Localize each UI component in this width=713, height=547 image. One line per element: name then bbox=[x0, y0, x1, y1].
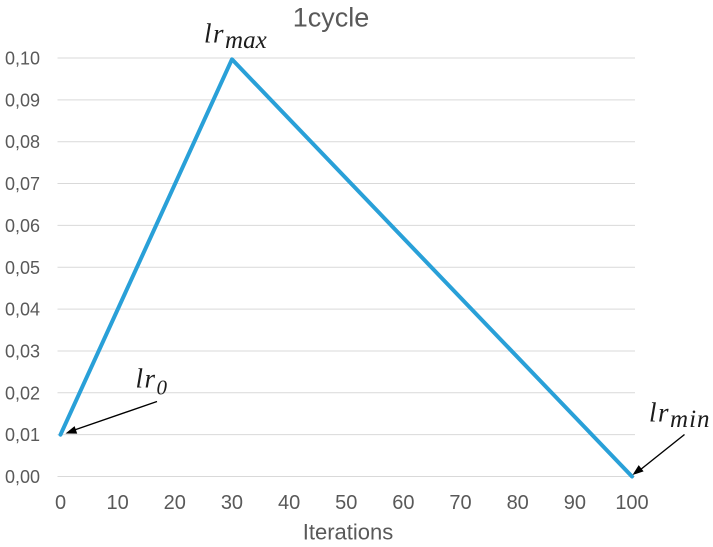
svg-text:0: 0 bbox=[55, 492, 66, 514]
svg-text:20: 20 bbox=[164, 492, 186, 514]
svg-text:0,02: 0,02 bbox=[5, 383, 40, 403]
svg-text:50: 50 bbox=[335, 492, 357, 514]
svg-text:Iterations: Iterations bbox=[303, 519, 394, 544]
svg-text:0,04: 0,04 bbox=[5, 300, 40, 320]
svg-text:70: 70 bbox=[449, 492, 471, 514]
svg-text:0,01: 0,01 bbox=[5, 425, 40, 445]
svg-text:90: 90 bbox=[564, 492, 586, 514]
svg-text:100: 100 bbox=[615, 492, 648, 514]
svg-text:0,00: 0,00 bbox=[5, 467, 40, 487]
svg-text:0,09: 0,09 bbox=[5, 90, 40, 110]
svg-text:0,05: 0,05 bbox=[5, 258, 40, 278]
svg-text:0,08: 0,08 bbox=[5, 132, 40, 152]
svg-text:60: 60 bbox=[392, 492, 414, 514]
svg-text:0,06: 0,06 bbox=[5, 216, 40, 236]
svg-text:1cycle: 1cycle bbox=[293, 3, 370, 33]
svg-text:0,10: 0,10 bbox=[5, 49, 40, 69]
svg-text:80: 80 bbox=[507, 492, 529, 514]
svg-text:10: 10 bbox=[107, 492, 129, 514]
svg-text:40: 40 bbox=[278, 492, 300, 514]
svg-text:0,03: 0,03 bbox=[5, 341, 40, 361]
svg-text:30: 30 bbox=[221, 492, 243, 514]
svg-text:0,07: 0,07 bbox=[5, 174, 40, 194]
